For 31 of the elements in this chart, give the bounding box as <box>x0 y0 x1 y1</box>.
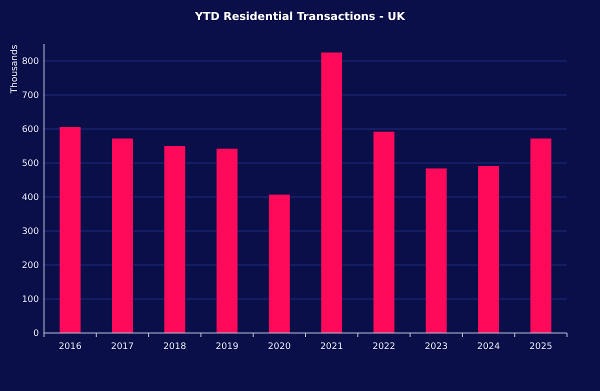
bar <box>216 148 238 333</box>
bar <box>321 52 342 333</box>
y-tick-label: 0 <box>33 329 40 340</box>
y-tick-label: 800 <box>22 57 40 68</box>
x-tick-label: 2020 <box>268 342 292 352</box>
bar <box>478 166 500 333</box>
x-tick-label: 2021 <box>320 342 344 352</box>
bar <box>112 138 133 333</box>
bar <box>268 194 290 333</box>
y-tick-label: 100 <box>22 295 40 306</box>
y-tick-label: 500 <box>22 159 40 170</box>
x-tick-label: 2019 <box>216 342 239 352</box>
x-tick-label: 2025 <box>529 342 552 352</box>
y-tick-label: 600 <box>22 125 40 136</box>
x-tick-label: 2024 <box>477 342 500 352</box>
y-axis-title: Thousands <box>10 44 20 94</box>
bar <box>373 132 394 333</box>
bar <box>60 126 81 333</box>
bar <box>426 168 447 333</box>
bar <box>164 146 186 333</box>
x-tick-label: 2023 <box>424 342 448 352</box>
x-tick-label: 2018 <box>163 342 186 352</box>
x-tick-label: 2016 <box>58 342 82 352</box>
y-tick-label: 400 <box>22 193 40 204</box>
y-tick-label: 700 <box>22 91 40 102</box>
x-tick-label: 2017 <box>110 342 134 352</box>
y-tick-label: 300 <box>22 227 40 238</box>
x-tick-label: 2022 <box>372 342 396 352</box>
chart-title: YTD Residential Transactions - UK <box>194 10 406 23</box>
y-tick-label: 200 <box>22 261 40 272</box>
bar <box>530 138 552 333</box>
